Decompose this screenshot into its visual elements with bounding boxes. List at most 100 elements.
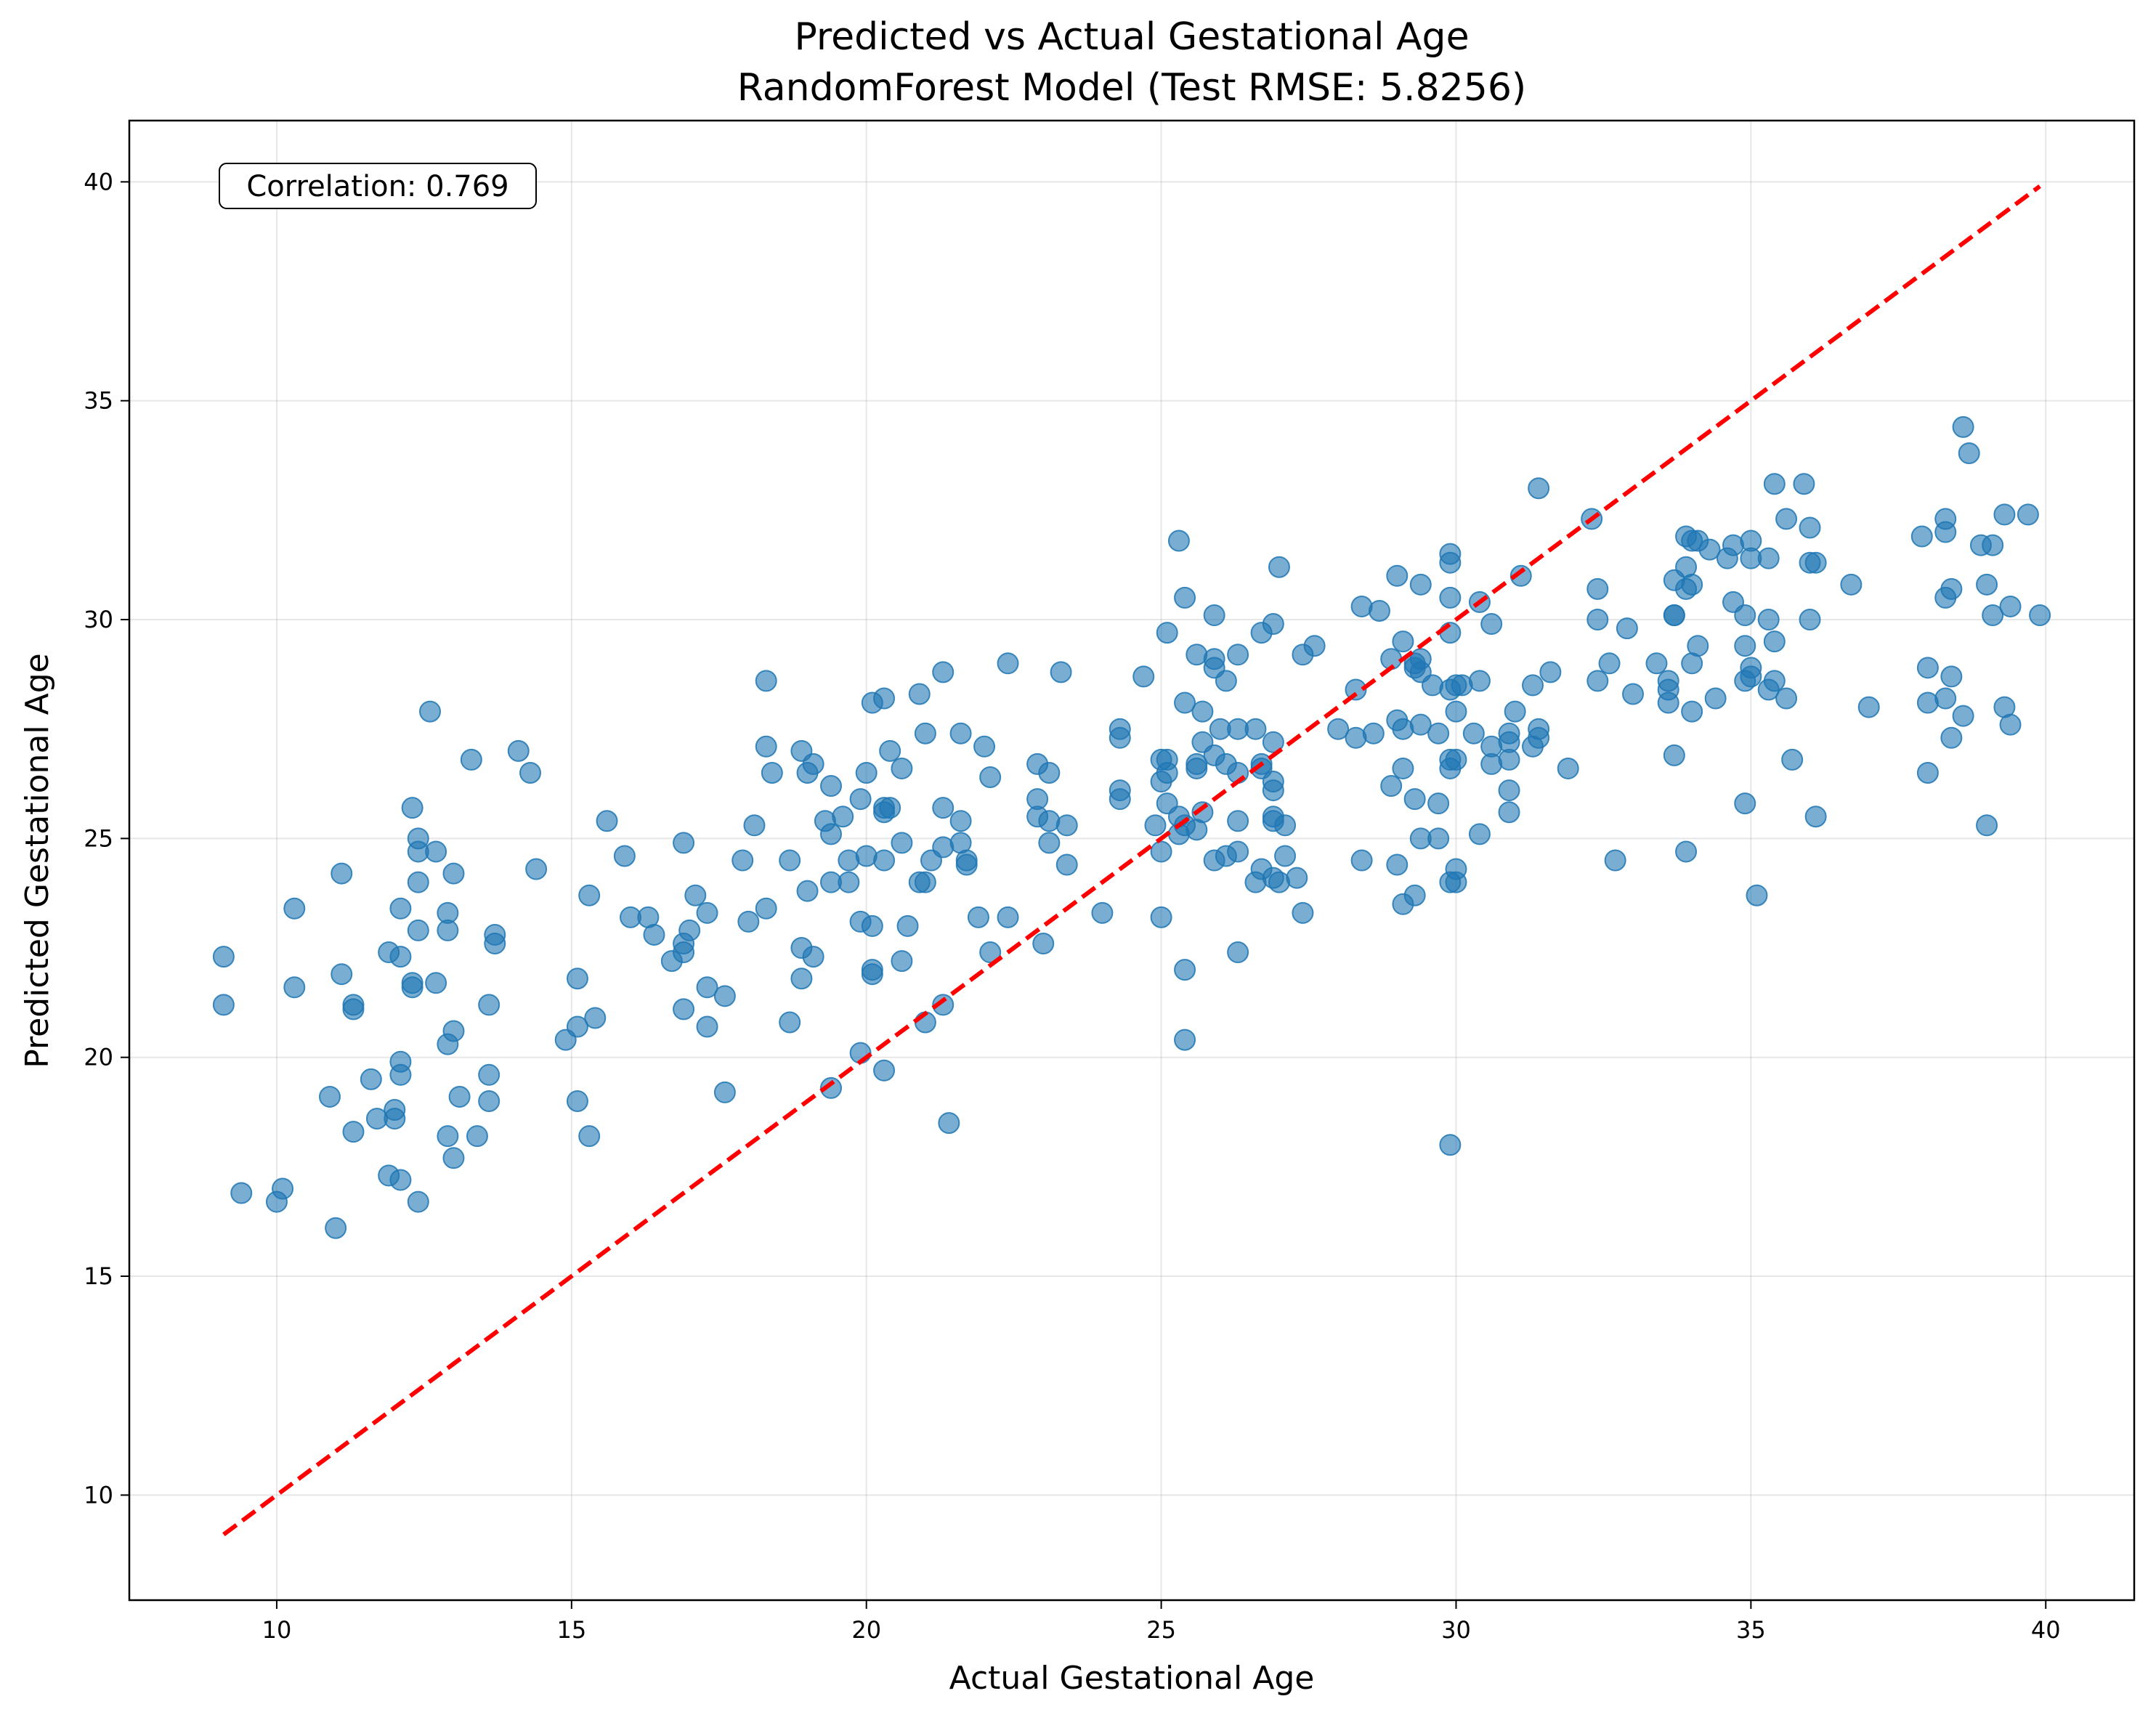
data-point bbox=[466, 1125, 488, 1148]
data-point bbox=[1174, 586, 1196, 609]
data-point bbox=[932, 836, 955, 859]
data-point bbox=[1663, 744, 1685, 766]
data-point bbox=[673, 998, 695, 1021]
data-point bbox=[1439, 1134, 1462, 1156]
data-point bbox=[696, 976, 718, 999]
data-point bbox=[1274, 845, 1297, 867]
data-point bbox=[1055, 814, 1078, 837]
data-point bbox=[932, 661, 955, 683]
data-point bbox=[673, 941, 695, 964]
data-point bbox=[1504, 700, 1526, 723]
data-point bbox=[1522, 674, 1544, 697]
data-point bbox=[802, 752, 824, 775]
data-point bbox=[1268, 871, 1290, 893]
data-point bbox=[979, 941, 1002, 964]
data-point bbox=[973, 735, 996, 758]
data-point bbox=[1150, 906, 1172, 928]
data-point bbox=[1392, 718, 1414, 740]
data-point bbox=[1598, 652, 1621, 675]
data-point bbox=[932, 994, 955, 1016]
data-point bbox=[1215, 670, 1237, 692]
data-point bbox=[1804, 551, 1827, 574]
y-axis-label: Predicted Gestational Age bbox=[19, 653, 56, 1068]
data-point bbox=[1345, 678, 1367, 701]
y-tick-label: 35 bbox=[84, 387, 113, 415]
data-point bbox=[1191, 801, 1214, 824]
data-point bbox=[673, 832, 695, 854]
reference-line bbox=[222, 184, 2041, 1537]
x-tick-label: 10 bbox=[262, 1616, 292, 1644]
data-point bbox=[1409, 573, 1432, 596]
data-point bbox=[1528, 726, 1550, 749]
data-point bbox=[478, 1063, 500, 1086]
data-point bbox=[1763, 473, 1786, 495]
data-point bbox=[732, 849, 754, 872]
data-point bbox=[1740, 665, 1762, 688]
y-tick-label: 40 bbox=[84, 168, 113, 195]
data-point bbox=[1439, 586, 1462, 609]
data-point bbox=[755, 735, 777, 758]
data-point bbox=[1422, 674, 1443, 697]
data-point bbox=[1999, 595, 2022, 617]
data-point bbox=[1916, 657, 1939, 679]
data-point bbox=[997, 652, 1019, 675]
data-point bbox=[1775, 508, 1798, 530]
data-point bbox=[389, 1063, 412, 1086]
data-point bbox=[1109, 726, 1131, 749]
data-point bbox=[967, 906, 989, 928]
data-point bbox=[1916, 761, 1939, 784]
data-point bbox=[407, 1190, 429, 1213]
data-point bbox=[955, 853, 978, 876]
data-point bbox=[389, 897, 412, 920]
data-point bbox=[1910, 525, 1933, 548]
data-point bbox=[1999, 713, 2022, 736]
data-point bbox=[1403, 788, 1426, 811]
data-point bbox=[802, 946, 824, 968]
data-point bbox=[1427, 827, 1450, 850]
data-point bbox=[384, 1108, 406, 1130]
data-point bbox=[696, 1015, 718, 1038]
data-point bbox=[1174, 691, 1196, 714]
data-point bbox=[1156, 761, 1178, 784]
data-point bbox=[1604, 849, 1626, 872]
data-point bbox=[684, 884, 707, 906]
y-axis-ticks: 10 15 20 25 30 35 40 bbox=[84, 168, 129, 1509]
data-point bbox=[437, 919, 459, 941]
data-point bbox=[737, 910, 760, 933]
data-point bbox=[820, 1076, 842, 1099]
data-point bbox=[1734, 635, 1756, 657]
data-point bbox=[997, 906, 1019, 928]
data-point bbox=[1952, 415, 1974, 438]
data-point bbox=[484, 933, 506, 955]
data-point bbox=[584, 1007, 607, 1029]
data-point bbox=[578, 884, 601, 906]
data-point bbox=[272, 1177, 294, 1200]
data-point bbox=[1840, 573, 1863, 596]
data-point bbox=[1586, 577, 1609, 600]
data-point bbox=[1392, 757, 1414, 779]
data-point bbox=[360, 1068, 382, 1090]
data-point bbox=[401, 976, 423, 999]
data-point bbox=[949, 722, 972, 745]
data-point bbox=[1528, 477, 1550, 500]
data-point bbox=[1262, 613, 1284, 636]
data-point bbox=[855, 845, 878, 867]
data-point bbox=[1262, 731, 1284, 753]
data-point bbox=[1687, 635, 1709, 657]
data-point bbox=[891, 950, 913, 973]
data-point bbox=[1799, 609, 1821, 631]
data-point bbox=[1952, 705, 1974, 727]
data-point bbox=[1698, 538, 1721, 561]
data-point bbox=[1439, 551, 1462, 574]
data-point bbox=[1958, 442, 1980, 465]
data-point bbox=[407, 919, 429, 941]
data-point bbox=[1144, 814, 1167, 837]
data-point bbox=[838, 849, 860, 872]
data-point bbox=[1227, 644, 1249, 666]
data-point bbox=[1186, 757, 1208, 779]
data-point bbox=[1292, 901, 1314, 924]
data-point bbox=[1734, 792, 1756, 815]
data-point bbox=[1757, 547, 1780, 569]
data-point bbox=[1055, 853, 1078, 876]
